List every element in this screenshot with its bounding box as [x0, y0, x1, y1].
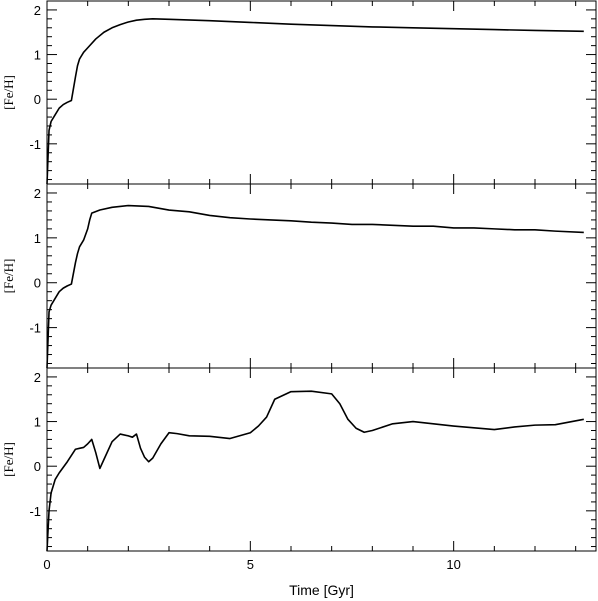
x-tick-label: 5: [247, 557, 254, 572]
y-axis-title: [Fe/H]: [1, 259, 16, 294]
panel-1-series-line: [46, 18, 584, 185]
panel-3-series-line: [46, 390, 584, 552]
y-tick-label: 0: [34, 92, 41, 107]
y-tick-label: 0: [34, 276, 41, 291]
y-axis-title: [Fe/H]: [1, 75, 16, 110]
y-tick-label: 2: [34, 3, 41, 18]
y-tick-label: -1: [29, 504, 41, 519]
y-tick-label: 1: [34, 415, 41, 430]
panel-3-frame: [46, 367, 597, 552]
y-axis-title: [Fe/H]: [1, 442, 16, 477]
y-tick-label: -1: [29, 137, 41, 152]
y-tick-label: 2: [34, 186, 41, 201]
y-tick-label: 1: [34, 231, 41, 246]
y-tick-label: -1: [29, 321, 41, 336]
y-tick-label: 1: [34, 48, 41, 63]
panel-2-series-line: [46, 204, 584, 369]
panel-1-frame: [46, 0, 597, 185]
x-tick-label: 10: [446, 557, 460, 572]
x-axis-title: Time [Gyr]: [289, 582, 354, 598]
y-tick-label: 0: [34, 459, 41, 474]
panel-2-frame: [46, 183, 597, 369]
x-tick-label: 0: [43, 557, 50, 572]
y-tick-label: 2: [34, 370, 41, 385]
